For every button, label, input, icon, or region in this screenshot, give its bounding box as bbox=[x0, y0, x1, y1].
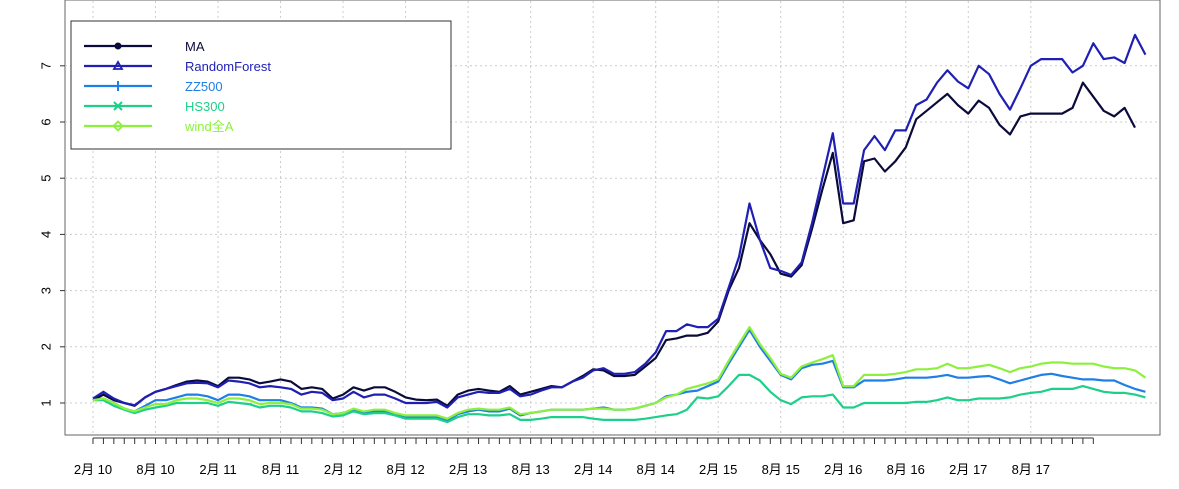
series-line-0 bbox=[92, 81, 1136, 407]
x-tick-label: 2月 14 bbox=[574, 462, 612, 477]
legend-marker bbox=[113, 101, 123, 111]
plot-frame bbox=[64, 0, 1161, 436]
x-tick-label: 8月 13 bbox=[511, 462, 549, 477]
legend-marker bbox=[112, 60, 124, 70]
legend-label: HS300 bbox=[185, 99, 225, 114]
y-tick-label: 3 bbox=[38, 287, 53, 294]
x-tick-label: 8月 10 bbox=[136, 462, 174, 477]
x-tick-label: 2月 11 bbox=[199, 462, 236, 477]
legend-label: wind全A bbox=[184, 119, 234, 134]
x-tick-label: 2月 15 bbox=[699, 462, 737, 477]
x-tick-label: 8月 12 bbox=[386, 462, 424, 477]
y-tick-label: 7 bbox=[38, 62, 53, 69]
x-tick-label: 8月 16 bbox=[887, 462, 925, 477]
x-tick-label: 2月 16 bbox=[824, 462, 862, 477]
legend: MA RandomForest ZZ500 HS300 wind全A bbox=[70, 20, 452, 150]
series-line-1 bbox=[92, 33, 1147, 409]
grid-lines bbox=[65, 1, 1160, 435]
series-line-3 bbox=[93, 373, 1146, 424]
legend-label: MA bbox=[185, 39, 205, 54]
y-tick-label: 2 bbox=[38, 343, 53, 350]
y-tick-label: 4 bbox=[38, 231, 53, 238]
legend-marker bbox=[113, 81, 123, 91]
y-axis: 1 2 3 4 5 6 7 bbox=[38, 62, 65, 407]
x-tick-label: 2月 17 bbox=[949, 462, 987, 477]
y-tick-label: 1 bbox=[38, 399, 53, 406]
x-tick-label: 8月 14 bbox=[637, 462, 675, 477]
y-tick-label: 6 bbox=[38, 118, 53, 125]
x-axis: 2月 10 8月 10 2月 11 8月 11 2月 12 8月 12 2月 13 8月 13… bbox=[74, 437, 1094, 477]
x-tick-label: 8月 15 bbox=[762, 462, 800, 477]
x-tick-label: 2月 10 bbox=[74, 462, 112, 477]
series-lines bbox=[92, 33, 1147, 424]
x-tick-label: 2月 13 bbox=[449, 462, 487, 477]
x-tick-label: 2月 12 bbox=[324, 462, 362, 477]
series-line-4 bbox=[92, 326, 1147, 420]
x-tick-label: 8月 11 bbox=[262, 462, 299, 477]
legend-label: ZZ500 bbox=[185, 79, 223, 94]
y-tick-label: 5 bbox=[38, 175, 53, 182]
legend-label: RandomForest bbox=[185, 59, 271, 74]
x-tick-label: 8月 17 bbox=[1012, 462, 1050, 477]
legend-marker bbox=[112, 120, 124, 132]
legend-marker bbox=[114, 42, 122, 50]
